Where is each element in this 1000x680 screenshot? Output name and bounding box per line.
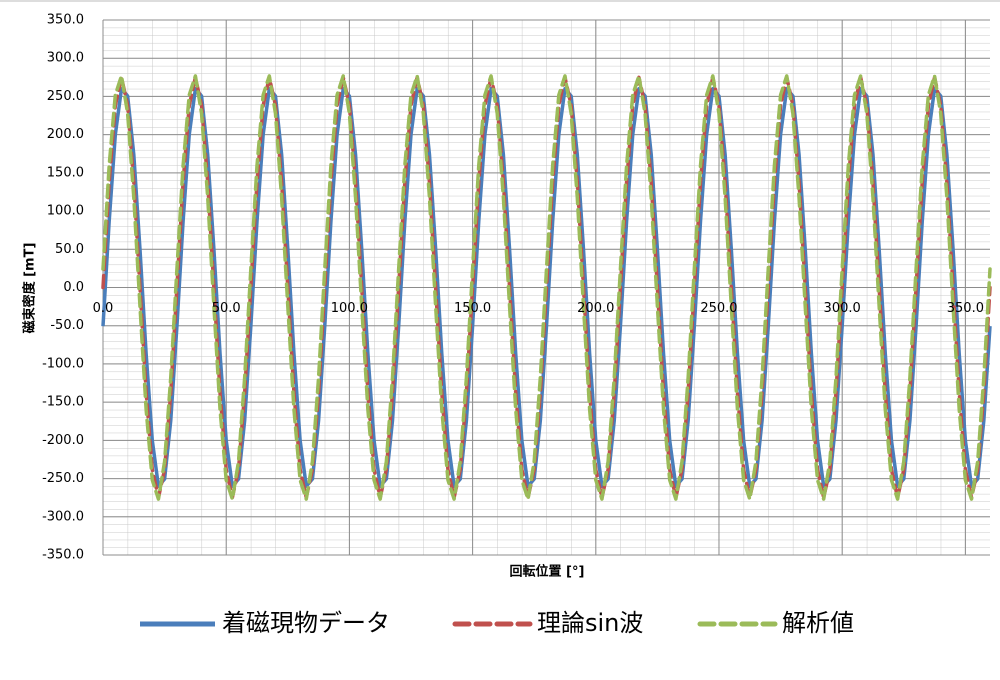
data-line xyxy=(101,74,992,501)
y-tick-label: -50.0 xyxy=(50,318,84,333)
y-tick-label: 0.0 xyxy=(63,280,84,295)
y-tick-label: -150.0 xyxy=(42,395,84,410)
x-axis-title: 回転位置 [°] xyxy=(510,564,585,580)
y-tick-label: -300.0 xyxy=(42,509,84,524)
legend-label: 解析値 xyxy=(782,609,854,637)
x-tick-label: 300.0 xyxy=(824,301,861,316)
y-tick-label: 50.0 xyxy=(55,242,84,257)
x-tick-label: 250.0 xyxy=(700,301,737,316)
x-tick-label: 200.0 xyxy=(577,301,614,316)
plot-lines xyxy=(101,74,992,501)
data-line xyxy=(101,86,992,489)
legend: 着磁現物データ 理論sin波 解析値 xyxy=(140,609,854,637)
y-tick-label: 100.0 xyxy=(47,204,84,219)
y-tick-label: 350.0 xyxy=(47,13,84,28)
y-tick-label: 200.0 xyxy=(47,127,84,142)
y-tick-label: -200.0 xyxy=(42,433,84,448)
y-axis-title: 磁束密度 [mT] xyxy=(22,243,38,334)
y-tick-label: -100.0 xyxy=(42,356,84,371)
y-tick-label: -250.0 xyxy=(42,471,84,486)
y-tick-label: 150.0 xyxy=(47,165,84,180)
legend-label: 理論sin波 xyxy=(537,609,643,637)
tick-labels: -350.0 -300.0 -250.0 -200.0 -150.0 -100.0 -50.… xyxy=(42,13,984,563)
x-tick-label: 50.0 xyxy=(212,301,241,316)
x-tick-label: 350.0 xyxy=(947,301,984,316)
legend-label: 着磁現物データ xyxy=(222,609,390,637)
y-tick-label: 250.0 xyxy=(47,89,84,104)
x-tick-label: 0.0 xyxy=(93,301,114,316)
x-tick-label: 100.0 xyxy=(331,301,368,316)
y-tick-label: -350.0 xyxy=(42,548,84,563)
y-tick-label: 300.0 xyxy=(47,51,84,66)
x-tick-label: 150.0 xyxy=(454,301,491,316)
